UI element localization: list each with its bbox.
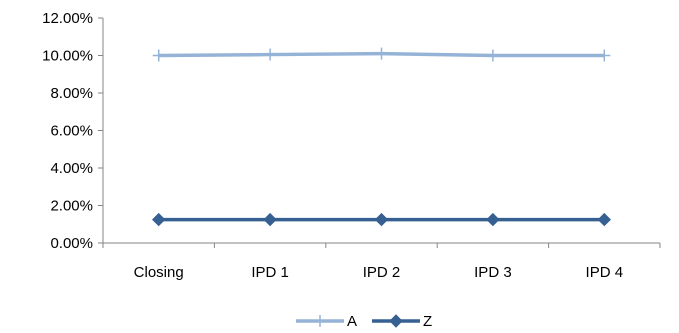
data-point-z [486, 212, 500, 227]
legend-marker [314, 315, 326, 327]
data-point-z [597, 212, 612, 227]
data-point-a [486, 49, 499, 62]
x-tick-label: IPD 3 [474, 264, 512, 281]
legend-label: A [347, 313, 357, 330]
data-point-z [374, 212, 389, 227]
legend-item-z: Z [372, 313, 432, 330]
data-point-z [151, 212, 166, 227]
data-point-a [152, 49, 165, 62]
y-tick-label: 0.00% [50, 235, 93, 252]
x-tick-label: IPD 2 [363, 264, 401, 281]
y-tick-label: 6.00% [50, 123, 93, 140]
y-tick-label: 8.00% [50, 85, 93, 102]
data-point-z [263, 212, 277, 227]
chart-series [151, 47, 612, 227]
chart-axes: 0.00% 2.00% 4.00% 6.00% 8.00% 10.00% 12.00% Clo… [42, 10, 661, 281]
x-tick-label: IPD 1 [251, 264, 289, 281]
y-tick-label: 4.00% [50, 160, 93, 177]
y-tick-label: 2.00% [50, 198, 93, 215]
data-point-a [264, 48, 277, 61]
x-tick-label: IPD 4 [586, 264, 624, 281]
data-point-a [375, 47, 388, 60]
legend-label: Z [423, 313, 432, 330]
y-tick-label: 10.00% [42, 48, 93, 65]
series-a [152, 47, 611, 62]
legend-item-a: A [296, 313, 357, 330]
x-tick-label: Closing [134, 264, 184, 281]
legend-marker [389, 314, 403, 328]
series-z [151, 212, 612, 227]
data-point-a [598, 49, 611, 62]
y-tick-label: 12.00% [42, 10, 93, 27]
